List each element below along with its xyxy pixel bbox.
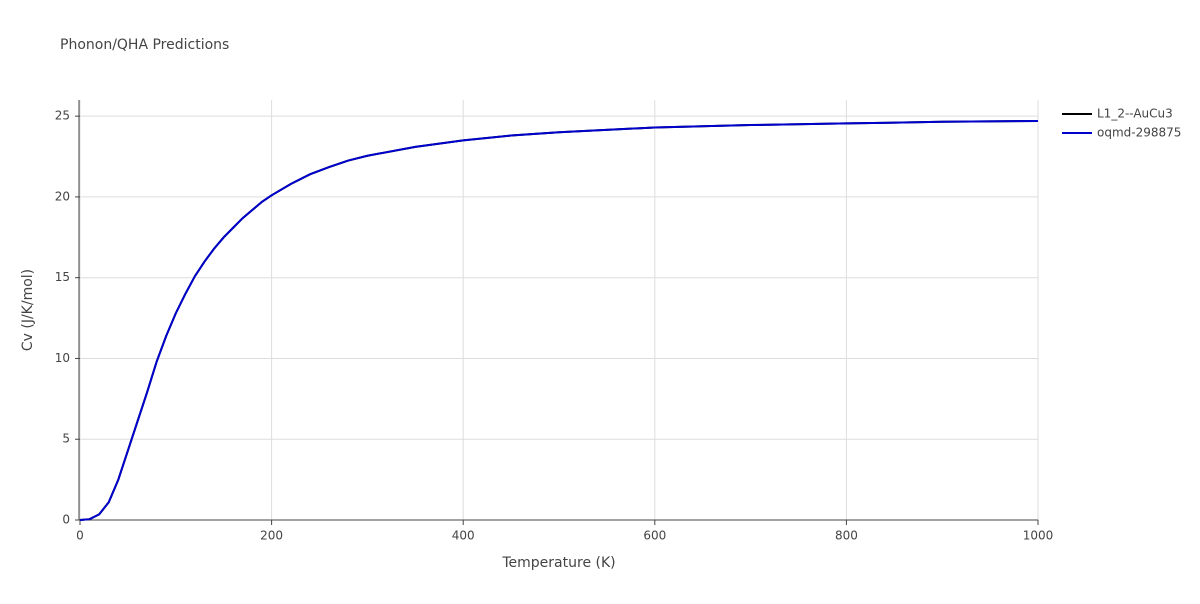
y-tick-label: 20 [55,189,70,203]
y-tick-label: 15 [55,270,70,284]
legend-label: L1_2--AuCu3 [1097,107,1173,121]
legend-label: oqmd-298875 [1097,126,1181,140]
x-tick-label: 200 [260,529,283,543]
x-tick-label: 0 [76,529,84,543]
y-tick-label: 10 [55,351,70,365]
chart-title: Phonon/QHA Predictions [60,37,229,53]
grid [79,100,1039,521]
x-tick-label: 600 [643,529,666,543]
series-line [79,120,1039,521]
x-tick-label: 800 [835,529,858,543]
y-axis-label: Cv (J/K/mol) [20,269,36,351]
x-axis-label: Temperature (K) [501,555,615,571]
x-tick-label: 400 [452,529,475,543]
y-tick-label: 5 [62,432,70,446]
x-tick-label: 1000 [1023,529,1054,543]
y-tick-label: 0 [62,513,70,527]
series-line [79,120,1039,521]
y-tick-label: 25 [55,109,70,123]
